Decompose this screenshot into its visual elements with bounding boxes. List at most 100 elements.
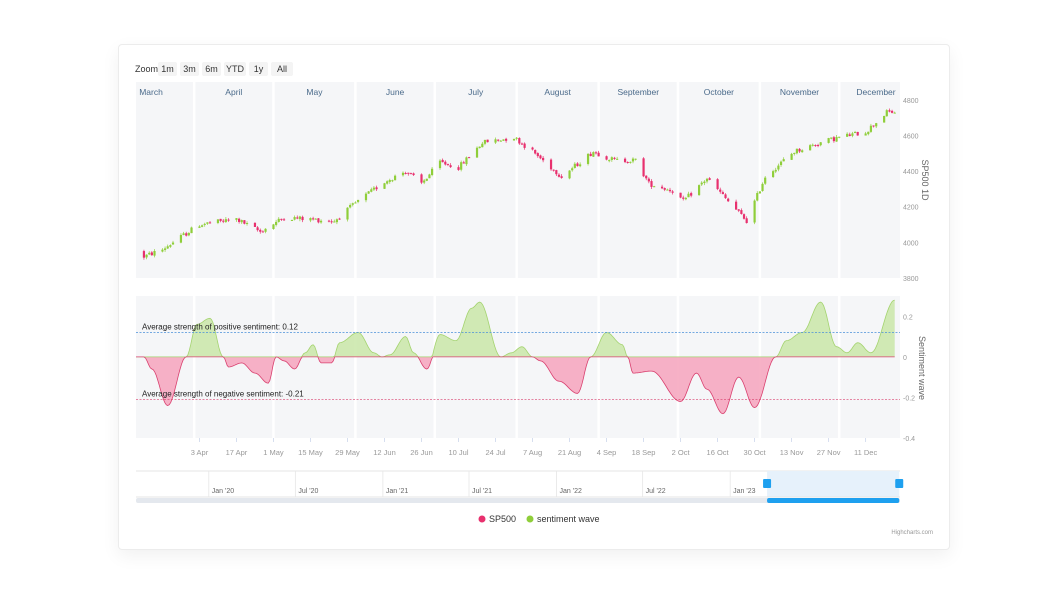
candle[interactable] — [420, 173, 423, 185]
candle[interactable] — [518, 137, 521, 145]
candle[interactable] — [494, 137, 497, 144]
candle[interactable] — [534, 149, 537, 155]
candle[interactable] — [586, 152, 590, 166]
candle[interactable] — [721, 190, 724, 195]
candle[interactable] — [740, 208, 743, 215]
candle[interactable] — [758, 191, 761, 194]
candle[interactable] — [277, 217, 280, 223]
candle[interactable] — [682, 195, 685, 201]
candle[interactable] — [869, 123, 873, 133]
navigator-handle-right[interactable] — [895, 479, 904, 488]
candle[interactable] — [605, 155, 608, 161]
range-button-3m[interactable]: 3m — [180, 62, 199, 76]
candle[interactable] — [724, 193, 727, 199]
candle[interactable] — [700, 181, 703, 186]
navigator-handle-left[interactable] — [763, 479, 772, 488]
candle[interactable] — [814, 144, 817, 147]
candle[interactable] — [338, 217, 341, 220]
candle[interactable] — [795, 148, 798, 155]
candle[interactable] — [356, 199, 360, 204]
candle[interactable] — [319, 219, 323, 224]
candle[interactable] — [179, 233, 183, 244]
candle[interactable] — [589, 151, 592, 157]
candle[interactable] — [512, 138, 516, 141]
navigator-selected-range[interactable] — [767, 471, 900, 497]
candle[interactable] — [298, 215, 302, 222]
candle[interactable] — [761, 182, 764, 192]
candle[interactable] — [169, 244, 172, 248]
sentiment-negative-line[interactable] — [136, 356, 895, 415]
candle[interactable] — [483, 139, 487, 146]
credits-link[interactable]: Highcharts.com — [891, 530, 933, 536]
candle[interactable] — [446, 163, 450, 167]
candle[interactable] — [827, 137, 830, 144]
candle[interactable] — [409, 172, 413, 175]
candle[interactable] — [481, 141, 484, 148]
candle[interactable] — [367, 190, 370, 194]
scrollbar-thumb[interactable] — [767, 498, 900, 503]
candle[interactable] — [401, 171, 405, 177]
candle[interactable] — [185, 231, 188, 237]
candle[interactable] — [203, 222, 206, 227]
candle[interactable] — [153, 249, 156, 258]
candle[interactable] — [457, 165, 460, 171]
candle[interactable] — [486, 139, 489, 143]
candle[interactable] — [222, 218, 225, 224]
candle[interactable] — [375, 185, 378, 191]
candle[interactable] — [314, 218, 317, 220]
candle[interactable] — [790, 152, 793, 160]
candle[interactable] — [772, 169, 775, 179]
candle[interactable] — [423, 178, 426, 185]
candle[interactable] — [594, 151, 598, 155]
candle[interactable] — [666, 188, 669, 191]
candle[interactable] — [393, 174, 397, 181]
candle[interactable] — [296, 215, 299, 220]
candle[interactable] — [383, 182, 386, 190]
candle[interactable] — [774, 167, 777, 174]
candle[interactable] — [629, 161, 632, 164]
candle[interactable] — [885, 109, 888, 117]
candle[interactable] — [280, 218, 283, 222]
candle[interactable] — [809, 144, 812, 151]
candle[interactable] — [224, 217, 227, 224]
candle[interactable] — [835, 135, 838, 142]
candle[interactable] — [883, 115, 886, 123]
candle[interactable] — [206, 222, 209, 225]
candle[interactable] — [727, 197, 730, 203]
candle[interactable] — [816, 143, 820, 148]
range-button-label[interactable]: 1y — [254, 64, 264, 74]
candle[interactable] — [557, 173, 561, 178]
candle[interactable] — [293, 215, 296, 221]
candle[interactable] — [890, 109, 894, 114]
candle[interactable] — [531, 146, 534, 151]
candle[interactable] — [465, 156, 468, 166]
candle[interactable] — [404, 171, 407, 175]
candle[interactable] — [428, 173, 431, 179]
candle[interactable] — [171, 240, 175, 245]
candle[interactable] — [872, 125, 875, 128]
candle[interactable] — [216, 219, 220, 225]
candle[interactable] — [235, 217, 238, 222]
range-button-label[interactable]: All — [277, 64, 287, 74]
candle[interactable] — [623, 157, 627, 164]
candle[interactable] — [166, 244, 169, 249]
candle[interactable] — [798, 148, 801, 154]
candle[interactable] — [198, 225, 201, 228]
candle[interactable] — [520, 142, 524, 145]
candle[interactable] — [497, 139, 500, 142]
candle[interactable] — [597, 150, 600, 157]
range-button-bg[interactable] — [249, 62, 268, 76]
candle[interactable] — [335, 218, 339, 225]
candle[interactable] — [793, 152, 796, 156]
candle[interactable] — [626, 161, 629, 164]
candle[interactable] — [372, 185, 376, 192]
range-button-1m[interactable]: 1m — [158, 62, 177, 76]
candle[interactable] — [142, 249, 146, 260]
candle[interactable] — [893, 111, 896, 114]
candle[interactable] — [568, 170, 571, 180]
range-button-bg[interactable] — [202, 62, 221, 76]
candle[interactable] — [542, 155, 545, 163]
candle[interactable] — [647, 177, 650, 184]
candle[interactable] — [573, 162, 576, 169]
navigator[interactable]: Jan '20 Jul '20 Jan '21 Jul '21 Jan '22 Jul '… — [136, 470, 904, 503]
